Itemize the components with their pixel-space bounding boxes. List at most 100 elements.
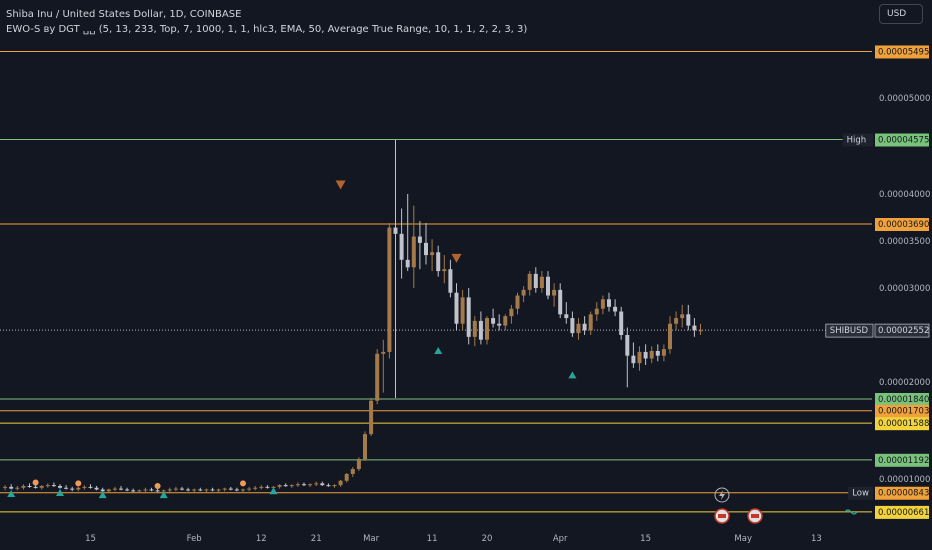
candle[interactable] bbox=[588, 311, 593, 336]
candle[interactable] bbox=[320, 481, 325, 486]
candle[interactable] bbox=[332, 484, 337, 488]
candle[interactable] bbox=[668, 316, 672, 354]
candle[interactable] bbox=[308, 483, 313, 487]
candle[interactable] bbox=[192, 488, 197, 493]
candle[interactable] bbox=[45, 483, 50, 488]
candle[interactable] bbox=[436, 245, 441, 277]
candle[interactable] bbox=[546, 271, 550, 300]
candle[interactable] bbox=[64, 485, 69, 490]
candle[interactable] bbox=[485, 316, 489, 345]
candle[interactable] bbox=[405, 194, 410, 272]
candle[interactable] bbox=[613, 299, 618, 317]
candle[interactable] bbox=[491, 308, 496, 328]
candle[interactable] bbox=[33, 485, 38, 489]
candle[interactable] bbox=[112, 486, 117, 492]
candle[interactable] bbox=[509, 304, 514, 324]
candle[interactable] bbox=[9, 484, 14, 490]
candle[interactable] bbox=[356, 457, 361, 471]
candle[interactable] bbox=[460, 289, 465, 331]
candle[interactable] bbox=[143, 487, 148, 493]
candle[interactable] bbox=[216, 488, 221, 493]
candle[interactable] bbox=[51, 482, 56, 487]
candle[interactable] bbox=[570, 311, 575, 337]
candle[interactable] bbox=[375, 349, 380, 405]
indicator-legend[interactable]: EWO-S вy DGT ␣␣ (5, 13, 233, Top, 7, 100… bbox=[6, 24, 528, 35]
candle[interactable] bbox=[521, 286, 526, 303]
candle[interactable] bbox=[607, 292, 611, 312]
candle[interactable] bbox=[222, 487, 227, 492]
candle[interactable] bbox=[417, 221, 422, 270]
candle[interactable] bbox=[350, 467, 355, 477]
candle[interactable] bbox=[454, 283, 459, 331]
candle[interactable] bbox=[692, 318, 697, 337]
candle[interactable] bbox=[466, 288, 471, 345]
candle[interactable] bbox=[94, 486, 99, 491]
candle[interactable] bbox=[234, 487, 239, 492]
candle[interactable] bbox=[88, 484, 93, 489]
candle[interactable] bbox=[247, 486, 252, 492]
candle[interactable] bbox=[686, 304, 691, 331]
candle[interactable] bbox=[698, 323, 703, 335]
candle[interactable] bbox=[228, 486, 233, 491]
candle[interactable] bbox=[558, 283, 563, 319]
candle[interactable] bbox=[661, 344, 666, 362]
candle[interactable] bbox=[155, 488, 160, 493]
candle[interactable] bbox=[149, 487, 154, 492]
candle[interactable] bbox=[283, 483, 288, 487]
candle[interactable] bbox=[241, 488, 245, 493]
candle[interactable] bbox=[680, 304, 685, 328]
candle[interactable] bbox=[600, 295, 605, 315]
currency-button[interactable]: USD bbox=[879, 4, 923, 24]
candle[interactable] bbox=[106, 488, 111, 493]
candle[interactable] bbox=[173, 486, 178, 492]
candle[interactable] bbox=[637, 346, 642, 371]
candle[interactable] bbox=[643, 344, 648, 366]
candle[interactable] bbox=[655, 344, 660, 362]
candle[interactable] bbox=[70, 486, 75, 492]
candle[interactable] bbox=[39, 485, 44, 490]
candle[interactable] bbox=[472, 316, 477, 347]
candle[interactable] bbox=[76, 486, 81, 492]
candle[interactable] bbox=[515, 292, 520, 315]
candle[interactable] bbox=[259, 485, 264, 490]
candle[interactable] bbox=[503, 314, 508, 331]
candle[interactable] bbox=[381, 339, 386, 393]
candle[interactable] bbox=[619, 306, 624, 340]
candle[interactable] bbox=[277, 484, 282, 489]
candle[interactable] bbox=[338, 479, 343, 487]
candle[interactable] bbox=[631, 342, 636, 368]
candle[interactable] bbox=[478, 311, 483, 345]
candle[interactable] bbox=[119, 486, 123, 491]
candle[interactable] bbox=[387, 223, 392, 359]
candle[interactable] bbox=[564, 302, 569, 324]
candle[interactable] bbox=[180, 486, 184, 491]
candle[interactable] bbox=[369, 397, 374, 436]
candle[interactable] bbox=[137, 489, 142, 494]
candle[interactable] bbox=[552, 283, 557, 307]
candle[interactable] bbox=[594, 302, 599, 321]
candle[interactable] bbox=[210, 487, 215, 492]
symbol-legend[interactable]: Shiba Inu / United States Dollar, 1D, CO… bbox=[6, 9, 242, 20]
lightning-icon[interactable] bbox=[714, 487, 730, 503]
candle[interactable] bbox=[497, 314, 502, 331]
candle[interactable] bbox=[527, 271, 532, 296]
candle[interactable] bbox=[326, 483, 331, 487]
candle[interactable] bbox=[15, 486, 20, 491]
candle[interactable] bbox=[344, 473, 349, 483]
candle[interactable] bbox=[442, 255, 447, 284]
candle[interactable] bbox=[3, 485, 8, 491]
candle[interactable] bbox=[82, 485, 87, 490]
candle[interactable] bbox=[582, 316, 587, 335]
candle[interactable] bbox=[131, 488, 136, 493]
candle[interactable] bbox=[625, 327, 630, 388]
candle[interactable] bbox=[167, 487, 172, 493]
candle[interactable] bbox=[539, 271, 544, 293]
candle[interactable] bbox=[448, 259, 453, 298]
candle[interactable] bbox=[295, 482, 300, 487]
candle[interactable] bbox=[363, 431, 367, 461]
candle[interactable] bbox=[430, 239, 435, 272]
candle[interactable] bbox=[186, 487, 191, 492]
candle[interactable] bbox=[314, 481, 319, 486]
candle[interactable] bbox=[27, 483, 32, 488]
